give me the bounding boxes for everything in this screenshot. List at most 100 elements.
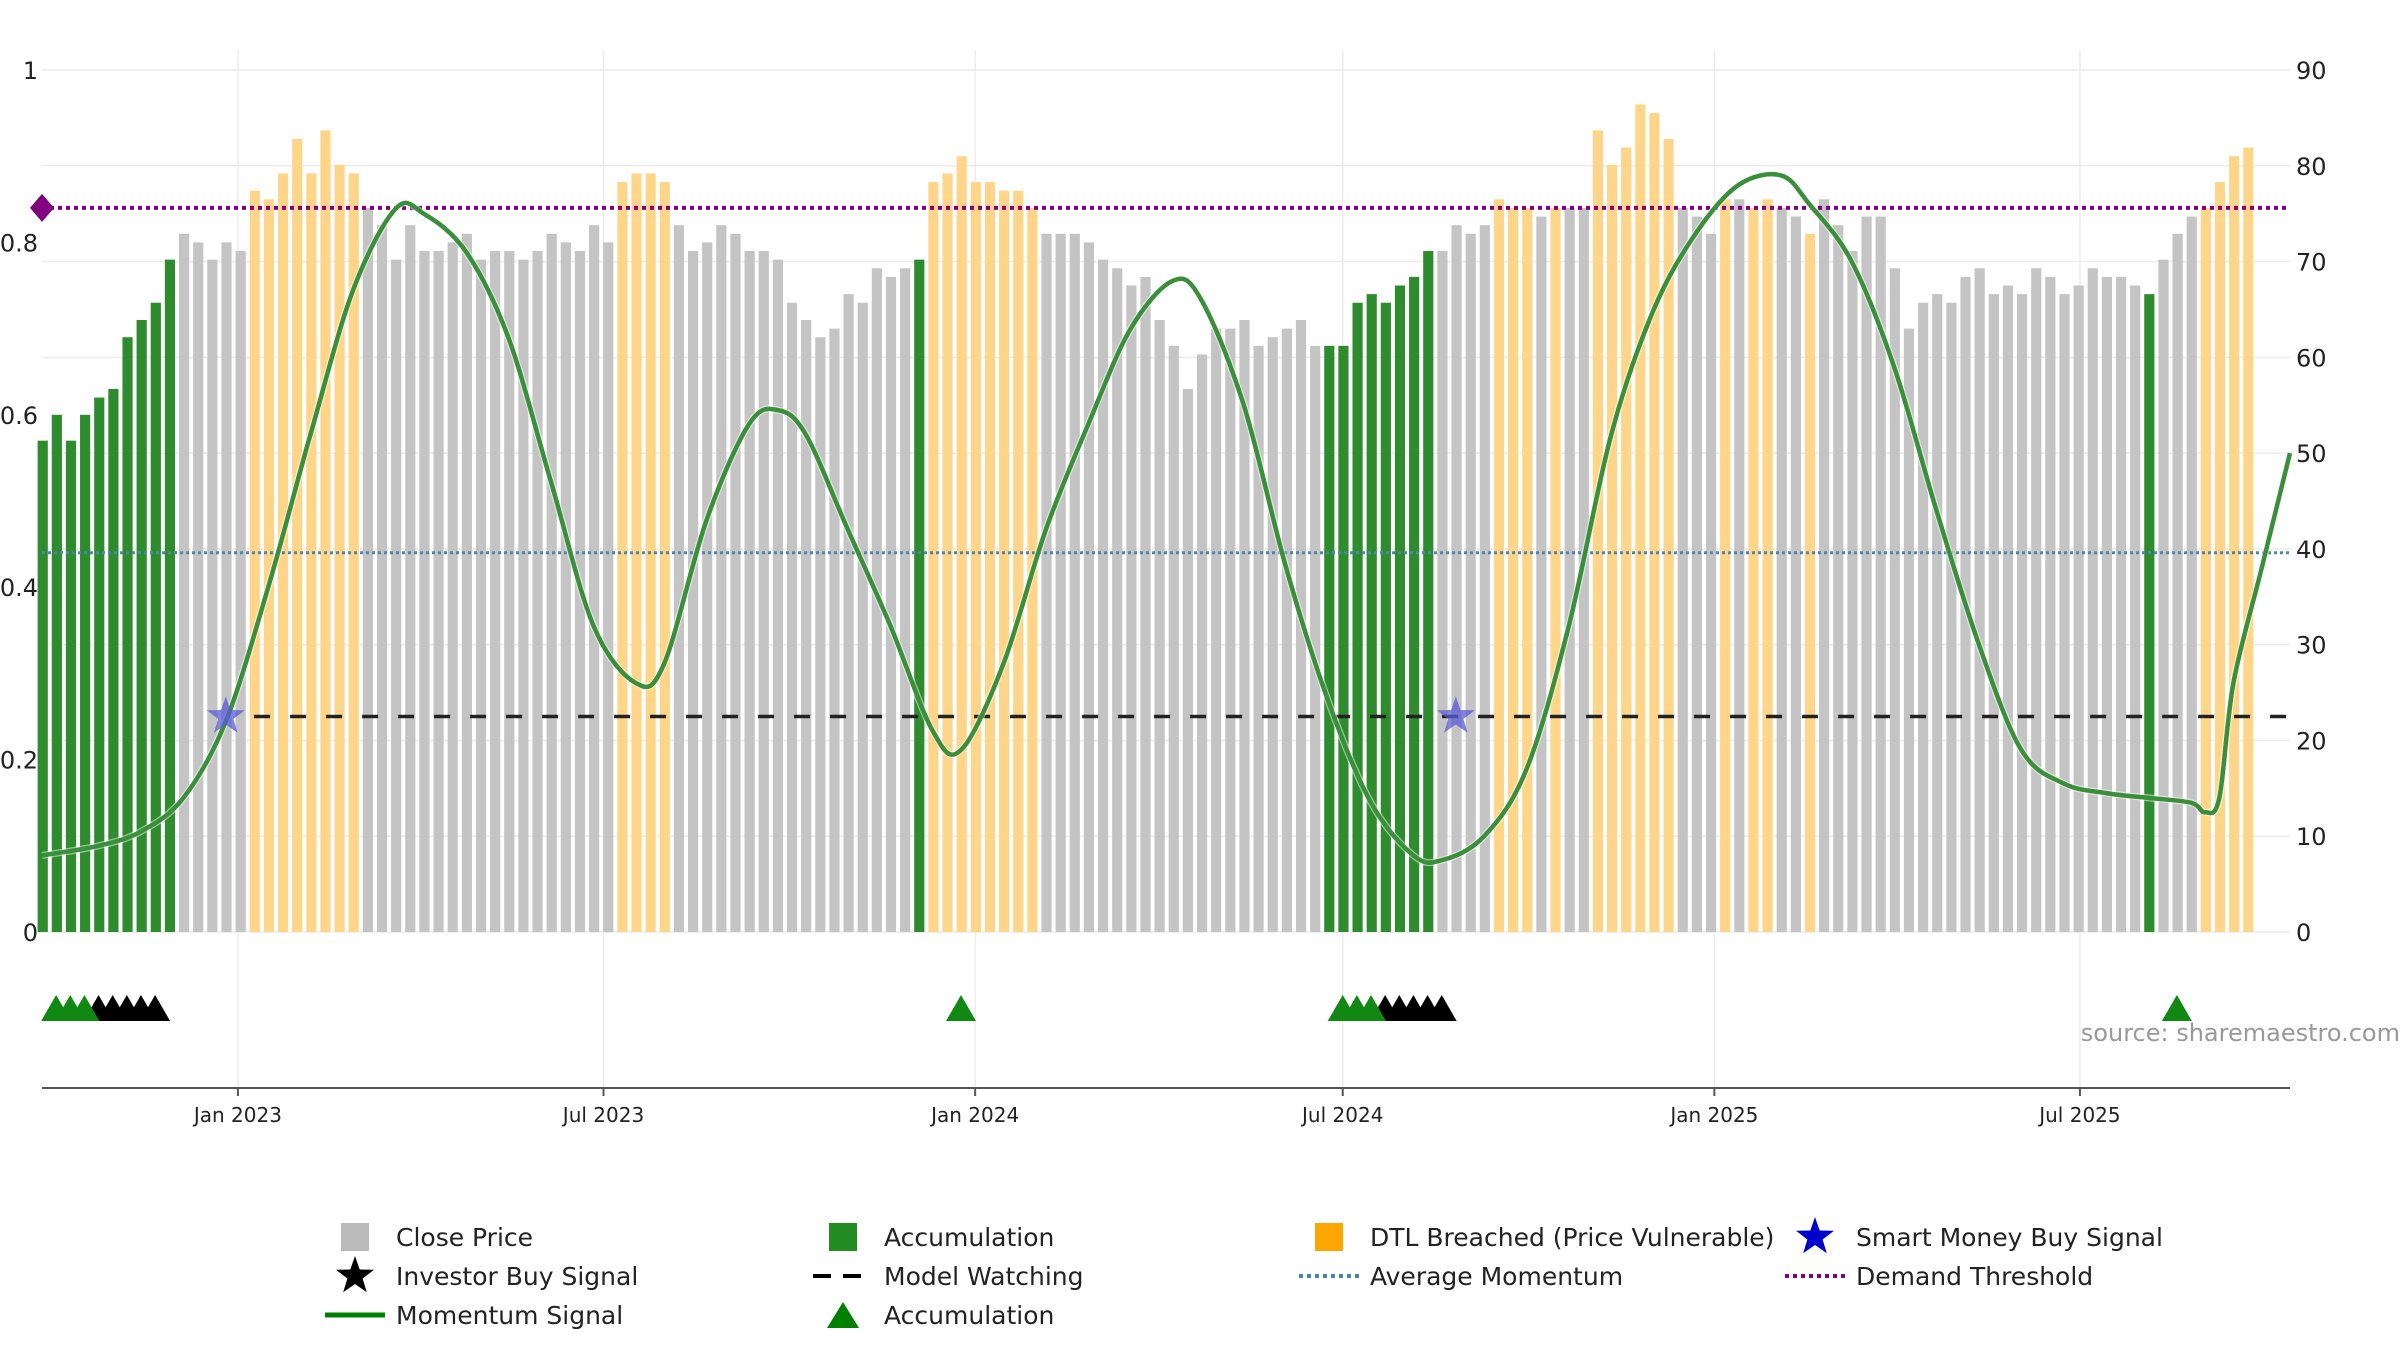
bar-acc xyxy=(1423,251,1434,932)
smart-money-buy-star xyxy=(1436,696,1475,733)
left-tick-label: 0 xyxy=(23,919,38,947)
bar-close xyxy=(2087,268,2098,932)
bar-dtl xyxy=(249,190,260,932)
bar-acc xyxy=(65,440,77,932)
bar-acc xyxy=(1409,276,1420,932)
legend-item: Momentum Signal xyxy=(325,1301,623,1330)
legend-star xyxy=(1796,1217,1834,1254)
bar-close xyxy=(2158,259,2169,932)
bar-close xyxy=(589,225,600,932)
bar-close xyxy=(1097,259,1109,932)
legend-item: Average Momentum xyxy=(1299,1262,1623,1291)
bar-dtl xyxy=(292,138,303,932)
right-tick-label: 60 xyxy=(2296,344,2327,372)
bar-close xyxy=(2031,268,2042,932)
bar-close xyxy=(1479,225,1490,932)
bar-acc xyxy=(914,259,925,932)
legend-label: Close Price xyxy=(396,1223,533,1252)
source-text: source: sharemaestro.com xyxy=(2081,1019,2400,1047)
legend-item: Smart Money Buy Signal xyxy=(1796,1217,2163,1254)
bar-close xyxy=(1889,268,1900,932)
bar-close xyxy=(857,302,868,932)
bar-close xyxy=(1705,233,1717,932)
bar-close xyxy=(1932,294,1943,932)
bar-dtl xyxy=(1663,138,1674,932)
accumulation-marker xyxy=(2161,995,2192,1021)
bar-acc xyxy=(1352,302,1363,932)
bar-dtl xyxy=(1635,104,1646,933)
bar-close xyxy=(391,259,402,932)
left-tick-label: 1 xyxy=(23,57,38,85)
bar-close xyxy=(1239,319,1250,933)
bar-close xyxy=(1988,294,1999,932)
bar-close xyxy=(193,242,204,932)
bar-close xyxy=(221,242,232,932)
bar-dtl xyxy=(970,182,981,932)
bar-close xyxy=(419,251,430,932)
bar-close xyxy=(786,302,798,932)
bar-close xyxy=(1112,268,1123,932)
legend-item: Accumulation xyxy=(829,1223,1054,1252)
bar-close xyxy=(900,268,911,932)
demand-threshold-marker xyxy=(30,193,54,222)
bar-dtl xyxy=(1649,113,1660,933)
bar-close xyxy=(207,259,218,932)
bar-close xyxy=(2045,276,2056,932)
bar-close xyxy=(1974,268,1985,932)
bar-close xyxy=(1154,319,1165,933)
bar-close xyxy=(447,242,458,932)
bar-close xyxy=(235,251,246,932)
legend-item: Investor Buy Signal xyxy=(336,1256,638,1293)
bar-close xyxy=(1281,328,1292,933)
bar-close xyxy=(772,259,783,932)
bar-close xyxy=(490,251,501,932)
x-tick-label: Jul 2024 xyxy=(1300,1103,1383,1127)
bar-dtl xyxy=(2214,182,2226,932)
right-tick-label: 30 xyxy=(2296,632,2327,660)
x-tick-label: Jan 2025 xyxy=(1668,1103,1758,1127)
bar-close xyxy=(405,225,416,932)
bar-close xyxy=(1734,199,1745,933)
bar-close xyxy=(518,259,529,932)
accumulation-marker xyxy=(69,995,100,1021)
bar-acc xyxy=(150,302,161,932)
bar-close xyxy=(1677,207,1688,933)
bar-dtl xyxy=(1720,199,1731,933)
bar-close xyxy=(829,328,840,933)
bar-close xyxy=(1437,251,1448,932)
bar-dtl xyxy=(984,182,996,932)
bar-close xyxy=(179,233,190,932)
left-tick-label: 0.2 xyxy=(0,747,38,775)
bar-dtl xyxy=(320,130,331,933)
bar-close xyxy=(532,251,543,932)
bar-dtl xyxy=(1592,130,1604,933)
right-tick-label: 10 xyxy=(2296,823,2327,851)
legend-swatch xyxy=(341,1223,369,1251)
bar-close xyxy=(1126,285,1137,932)
bar-close xyxy=(1790,216,1801,933)
bar-close xyxy=(2186,216,2197,933)
bar-close xyxy=(1225,328,1236,933)
momentum-signal xyxy=(41,170,2294,867)
legend-label: Investor Buy Signal xyxy=(396,1262,638,1291)
x-tick-label: Jan 2023 xyxy=(192,1103,282,1127)
reference-lines xyxy=(30,193,2290,719)
bar-dtl xyxy=(2200,207,2211,933)
bar-close xyxy=(716,225,727,932)
bar-dtl xyxy=(659,182,670,932)
bar-close xyxy=(702,242,713,932)
legend-label: Average Momentum xyxy=(1370,1262,1623,1291)
bar-close xyxy=(1918,302,1929,932)
bar-acc xyxy=(1366,294,1377,932)
bar-acc xyxy=(94,397,105,932)
bar-dtl xyxy=(334,164,345,932)
legend-item: Close Price xyxy=(341,1223,533,1252)
bar-close xyxy=(1182,388,1193,932)
bar-close xyxy=(815,337,826,933)
legend-item: Demand Threshold xyxy=(1785,1262,2093,1291)
bar-acc xyxy=(1380,302,1391,932)
bar-close xyxy=(730,233,741,932)
bar-dtl xyxy=(1762,199,1773,933)
bar-dtl xyxy=(999,190,1010,932)
x-tick-label: Jul 2025 xyxy=(2037,1103,2120,1127)
